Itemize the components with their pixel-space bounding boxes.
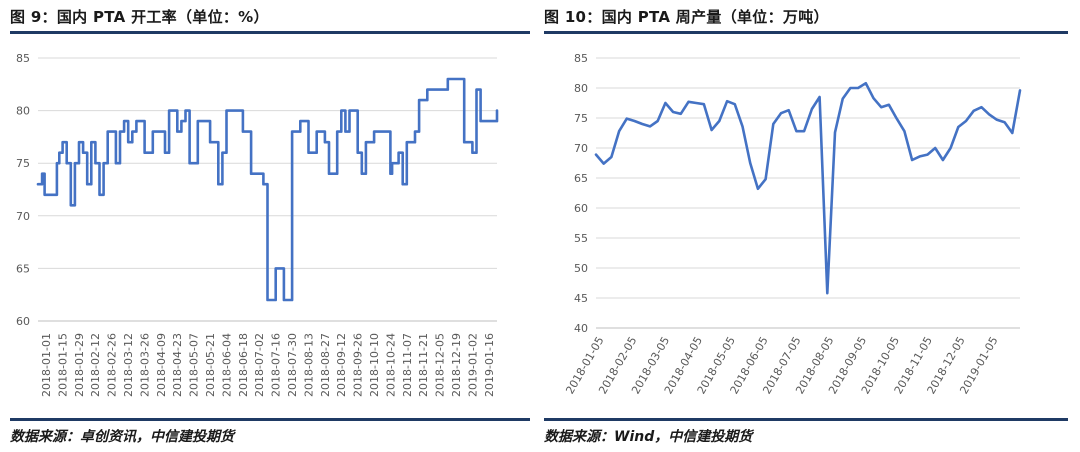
x-tick-label: 2018-12-05 bbox=[434, 333, 447, 397]
source-rule bbox=[10, 418, 530, 421]
chart-title: 图 10：国内 PTA 周产量（单位：万吨） bbox=[544, 8, 829, 26]
y-tick-label: 75 bbox=[16, 157, 30, 170]
title-rule bbox=[10, 31, 530, 34]
x-tick-label: 2018-02-12 bbox=[89, 333, 102, 397]
data-source-note: 数据来源：卓创资讯，中信建投期货 bbox=[10, 429, 234, 445]
x-tick-label: 2018-11-21 bbox=[417, 333, 430, 397]
x-tick-label: 2018-08-13 bbox=[302, 333, 315, 397]
x-tick-label: 2018-06-04 bbox=[220, 333, 233, 397]
x-tick-label: 2019-01-16 bbox=[483, 333, 496, 397]
y-tick-label: 75 bbox=[574, 112, 588, 125]
x-tick-label: 2018-04-23 bbox=[171, 333, 184, 397]
series-line bbox=[36, 77, 499, 302]
y-tick-label: 65 bbox=[574, 172, 588, 185]
y-tick-label: 45 bbox=[574, 292, 588, 305]
operating-rate-line-chart: 60 65 70 75 80 85 2018-01-01 2018-01-15 2018-01-… bbox=[16, 52, 499, 397]
y-tick-label: 40 bbox=[574, 322, 588, 335]
x-tick-label: 2018-07-16 bbox=[270, 333, 283, 397]
y-tick-label: 70 bbox=[574, 142, 588, 155]
x-tick-label: 2018-07-02 bbox=[253, 333, 266, 397]
y-tick-label: 85 bbox=[574, 52, 588, 65]
x-tick-label: 2018-10-10 bbox=[368, 333, 381, 397]
x-tick-label: 2018-09-26 bbox=[352, 333, 365, 397]
x-tick-label: 2018-03-26 bbox=[138, 333, 151, 397]
x-tick-label: 2018-05-21 bbox=[204, 333, 217, 397]
y-tick-label: 70 bbox=[16, 210, 30, 223]
right-chart-panel: 图 10：国内 PTA 周产量（单位：万吨） 40 45 50 55 60 65 70 75 8… bbox=[540, 0, 1080, 452]
x-tick-label: 2018-04-09 bbox=[155, 333, 168, 397]
x-tick-label: 2018-05-07 bbox=[188, 333, 201, 397]
y-tick-label: 80 bbox=[574, 82, 588, 95]
y-tick-label: 65 bbox=[16, 262, 30, 275]
y-tick-label: 60 bbox=[16, 315, 30, 328]
y-tick-label: 60 bbox=[574, 202, 588, 215]
x-tick-label: 2018-09-12 bbox=[335, 333, 348, 397]
x-tick-label: 2018-10-24 bbox=[384, 333, 397, 397]
x-tick-label: 2018-01-01 bbox=[40, 333, 53, 397]
x-tick-label: 2018-06-18 bbox=[237, 333, 250, 397]
chart-title: 图 9：国内 PTA 开工率（单位：%） bbox=[10, 8, 269, 26]
source-rule bbox=[544, 418, 1068, 421]
data-source-note: 数据来源：Wind，中信建投期货 bbox=[544, 429, 753, 445]
title-rule bbox=[544, 31, 1068, 34]
x-tick-label: 2019-01-02 bbox=[466, 333, 479, 397]
y-tick-label: 85 bbox=[16, 52, 30, 65]
series-line bbox=[594, 81, 1022, 295]
x-tick-label: 2018-11-07 bbox=[401, 333, 414, 397]
y-tick-label: 80 bbox=[16, 105, 30, 118]
weekly-output-line-chart: 404550556065707580852018-01-052018-02-05… bbox=[563, 52, 1022, 396]
x-tick-label: 2018-08-27 bbox=[319, 333, 332, 397]
x-tick-label: 2018-02-26 bbox=[106, 333, 119, 397]
x-tick-label: 2018-01-15 bbox=[56, 333, 69, 397]
x-tick-label: 2018-12-19 bbox=[450, 333, 463, 397]
x-tick-label: 2018-07-30 bbox=[286, 333, 299, 397]
y-tick-label: 55 bbox=[574, 232, 588, 245]
y-tick-label: 50 bbox=[574, 262, 588, 275]
x-tick-label: 2018-01-29 bbox=[73, 333, 86, 397]
left-chart-panel: 图 9：国内 PTA 开工率（单位：%） 60 65 70 75 80 85 2018-01… bbox=[10, 8, 530, 445]
x-tick-label: 2018-03-12 bbox=[122, 333, 135, 397]
